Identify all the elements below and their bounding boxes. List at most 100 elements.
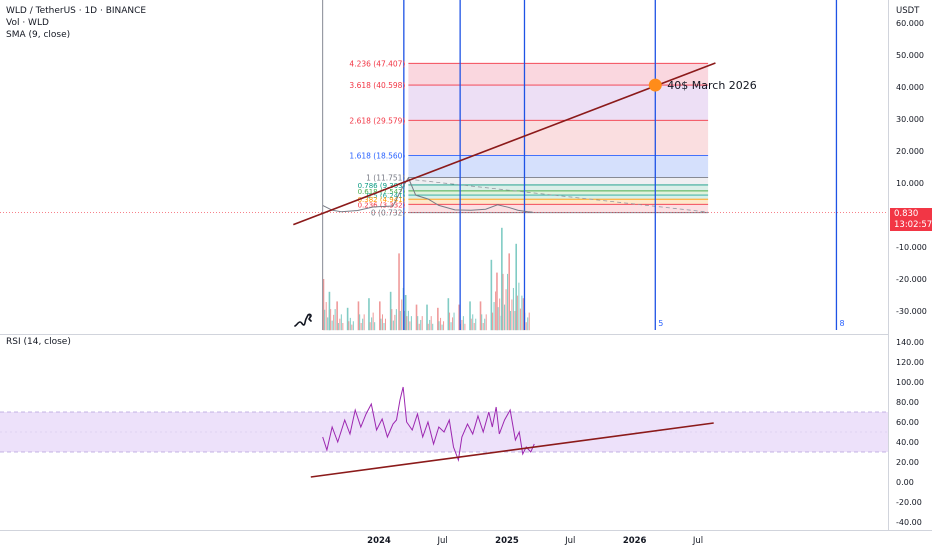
time-axis-tick: 2024 [367, 536, 391, 546]
time-axis-tick: 2025 [495, 536, 519, 546]
volume-bar [508, 253, 510, 331]
volume-bar [418, 323, 420, 331]
volume-bar [512, 287, 514, 331]
fib-level-label: 0.5 (6.241) [367, 192, 406, 200]
volume-bar [379, 301, 381, 331]
rsi-indicator-label[interactable]: RSI (14, close) [6, 337, 71, 347]
fib-zone [408, 204, 709, 213]
time-axis-tick: 2026 [623, 536, 647, 546]
volume-bar [339, 318, 341, 331]
vertical-line-label: 5 [658, 319, 663, 328]
vertical-line-label: 8 [839, 319, 844, 328]
rsi-axis-tick: -20.00 [896, 498, 922, 507]
fib-zone [408, 63, 709, 86]
fib-zone [408, 195, 709, 200]
price-axis-tick: 50.000 [896, 51, 924, 60]
volume-bar [399, 311, 401, 331]
volume-bar [507, 273, 509, 331]
volume-bar [464, 323, 466, 331]
tradingview-logo-icon[interactable] [294, 313, 314, 327]
volume-bar [432, 323, 434, 331]
volume-bar [441, 324, 443, 331]
volume-bar [485, 314, 487, 331]
fib-level-label: 0.618 (7.542) [358, 188, 406, 196]
rsi-axis-tick: 140.00 [896, 338, 924, 347]
fib-level-label: 0 (0.732) [371, 209, 406, 218]
time-axis-tick: Jul [692, 536, 703, 546]
volume-bar [330, 309, 332, 331]
volume-bar [479, 301, 482, 331]
volume-bar [336, 301, 338, 331]
volume-bar [404, 295, 407, 331]
volume-bar [380, 318, 382, 331]
volume-bar [462, 316, 464, 331]
volume-bar [518, 282, 520, 331]
volume-bar [522, 298, 525, 331]
volume-bar [521, 295, 523, 331]
volume-bar [515, 243, 517, 331]
rsi-line [322, 386, 535, 462]
volume-indicator-label[interactable]: Vol · WLD [6, 18, 49, 28]
volume-bar [438, 321, 440, 331]
volume-bar [392, 320, 394, 331]
fib-level-label: 0.786 (9.393) [358, 182, 406, 190]
volume-bar [501, 227, 503, 331]
volume-bar [509, 311, 511, 331]
fib-level-label: 1.618 (18.560) [349, 152, 405, 161]
price-line [322, 176, 533, 213]
volume-bar [362, 318, 364, 331]
fib-zones [0, 62, 888, 214]
volume-bar [357, 301, 360, 331]
volume-bar [363, 314, 365, 331]
price-axis-tick: -20.000 [896, 275, 927, 284]
rsi-legend: RSI (14, close) [6, 336, 71, 348]
time-axis: 2024 Jul 2025 Jul 2026 Jul [367, 536, 703, 546]
volume-bar [429, 319, 431, 331]
price-axis-tick: 30.000 [896, 115, 924, 124]
volume-bar [340, 314, 342, 331]
volume-bar [426, 304, 428, 331]
volume-bar [461, 319, 463, 331]
volume-bar [327, 317, 329, 331]
volume-bar [342, 323, 344, 331]
volume-bar [502, 273, 504, 331]
volume-bar [481, 314, 483, 331]
volume-bar [514, 311, 516, 331]
volume-bar [504, 304, 506, 331]
volume-bar [371, 317, 373, 331]
volume-bar [440, 317, 442, 331]
currency-label: USDT [896, 6, 920, 16]
trendline [293, 62, 716, 226]
volume-bar [497, 307, 499, 331]
price-axis-tick: -10.000 [896, 243, 927, 252]
volume-bar [359, 314, 361, 331]
sma-indicator-label[interactable]: SMA (9, close) [6, 30, 71, 40]
volume-bar [473, 323, 475, 331]
volume-bar [490, 259, 493, 331]
volume-bar [458, 304, 460, 331]
volume-bar [382, 314, 383, 331]
volume-bar [395, 309, 397, 331]
volume-bar [421, 316, 423, 331]
volume-bar [527, 317, 529, 331]
rsi-axis-tick: -40.00 [896, 518, 922, 527]
rsi-axis-tick: 120.00 [896, 358, 924, 367]
trendline-main [293, 62, 716, 226]
time-axis-tick: Jul [564, 536, 575, 546]
volume-bar [369, 322, 371, 331]
volume-bar [437, 307, 439, 331]
volume-bar [470, 318, 472, 331]
fib-zone [408, 120, 709, 156]
symbol-title[interactable]: WLD / TetherUS · 1D · BINANCE [6, 6, 147, 16]
volume-bar [331, 320, 333, 331]
volume-bar [406, 316, 408, 331]
price-axis-tick: 10.000 [896, 179, 924, 188]
fib-zone [408, 199, 709, 205]
target-annotation: 40$ March 2026 [667, 79, 757, 92]
rsi-axis-tick: 40.00 [896, 438, 919, 447]
volume-bar [389, 291, 392, 331]
fib-level-label: 3.618 (40.598) [349, 81, 405, 90]
volume-bar [360, 323, 362, 331]
